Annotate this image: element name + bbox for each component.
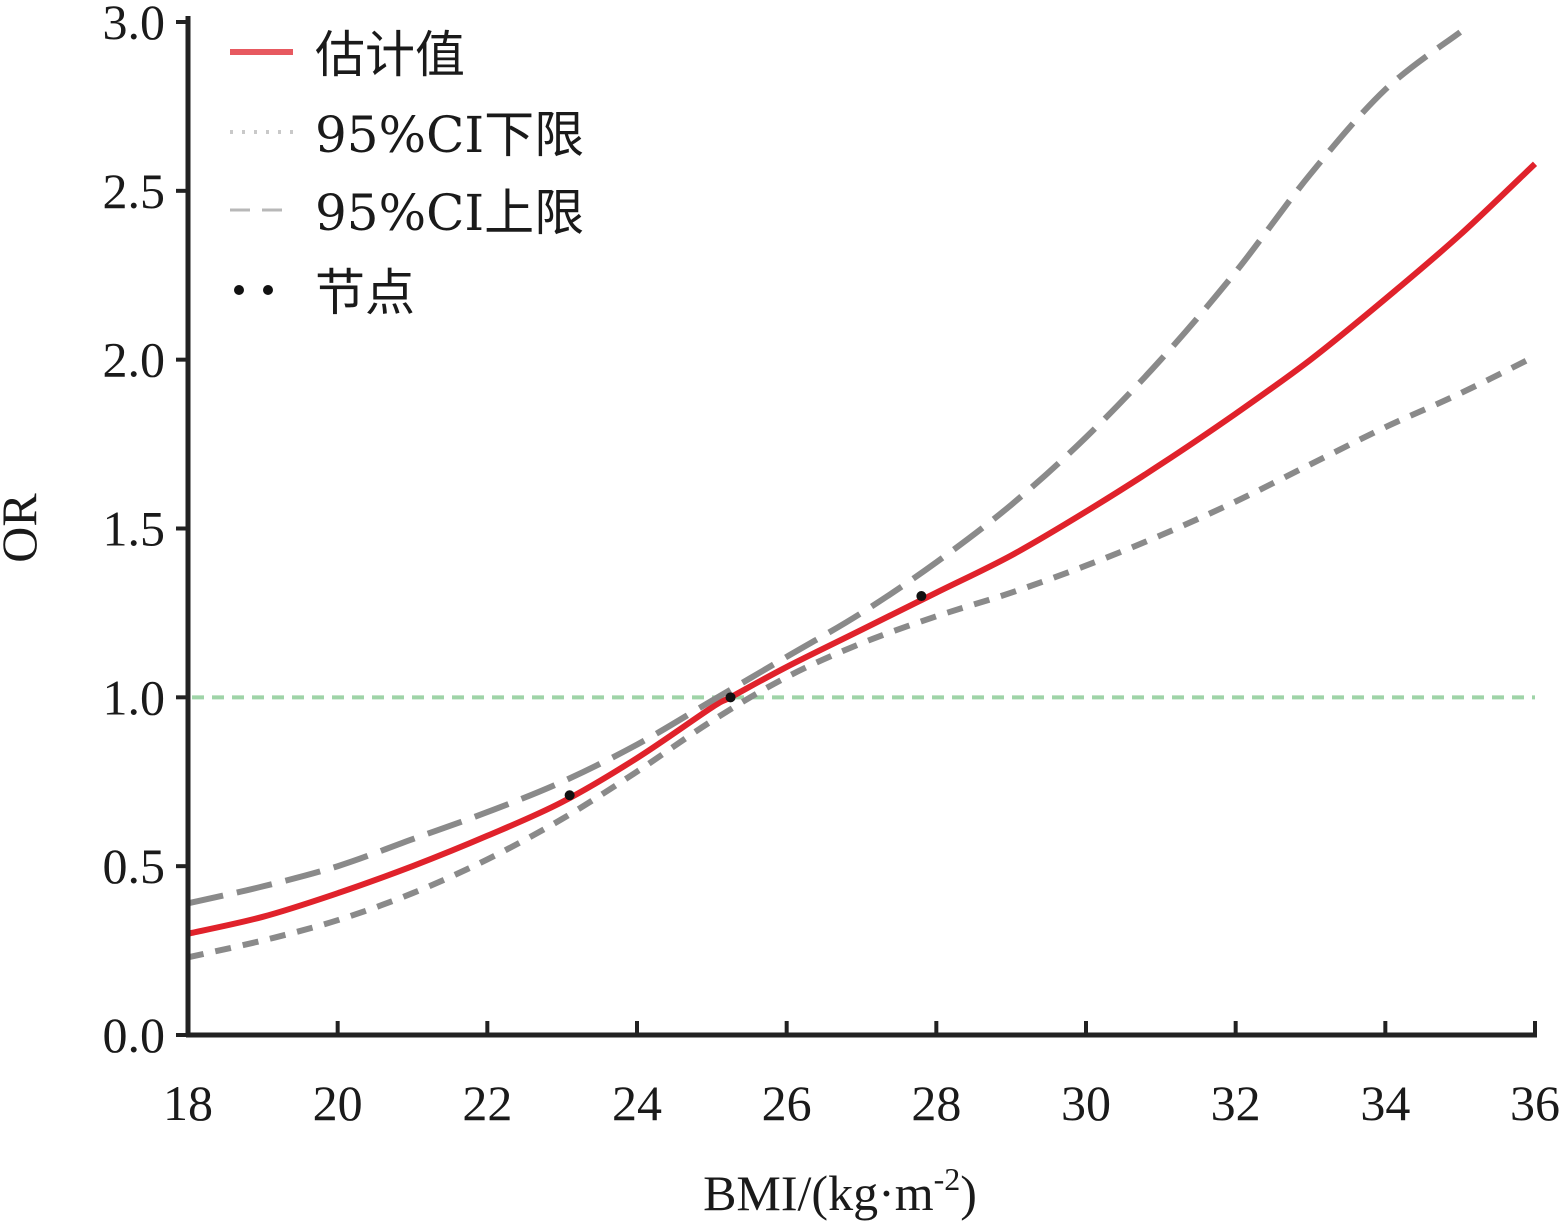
y-tick-label: 1.0 [103,669,166,725]
series-line-estimate [187,161,1538,937]
x-axis-title-sup: -2 [934,1161,961,1197]
legend-item: 95%CI下限 [230,106,584,164]
series-line-ci-upper [187,29,1463,907]
y-tick-label: 3.0 [103,0,166,50]
legend-swatch-point [263,285,273,295]
legend-label: 95%CI下限 [315,106,584,164]
y-tick-label: 0.5 [103,838,166,894]
x-tick-label: 30 [1061,1075,1111,1131]
x-tick-label: 24 [612,1075,662,1131]
x-axis-title-close: ) [960,1165,977,1221]
x-tick-label: 26 [762,1075,812,1131]
x-tick-label: 20 [313,1075,363,1131]
legend-label: 估计值 [315,26,465,84]
x-tick-label: 28 [911,1075,961,1131]
y-tick-label: 2.5 [103,163,166,219]
knot-point [564,790,575,801]
knot-point [725,692,736,703]
knot-point [916,591,927,602]
y-tick-label: 2.0 [103,332,166,388]
x-axis-title-main: BMI/(kg·m [703,1165,934,1221]
legend-item: 估计值 [230,26,465,84]
series-layer [187,29,1538,961]
legend-item: 节点 [234,264,415,322]
x-tick-label: 34 [1360,1075,1410,1131]
axes-layer: 0.0 0.5 1.0 1.5 2.0 2.5 3.0 18 20 22 24 26 28 30 32 34 3… [103,0,1561,1131]
x-axis-title: BMI/(kg·m-2) [703,1161,977,1221]
legend-label: 95%CI上限 [315,184,584,242]
x-tick-label: 22 [462,1075,512,1131]
series-line-ci-lower [187,353,1537,961]
y-tick-label: 0.0 [103,1007,166,1063]
x-tick-label: 36 [1510,1075,1560,1131]
y-tick-label: 1.5 [103,501,166,557]
x-tick-label: 32 [1211,1075,1261,1131]
legend-label: 节点 [315,264,415,322]
y-axis-title: OR [0,493,47,563]
legend-swatch-point [234,285,244,295]
x-tick-label: 18 [163,1075,213,1131]
legend-item: 95%CI上限 [230,184,584,242]
